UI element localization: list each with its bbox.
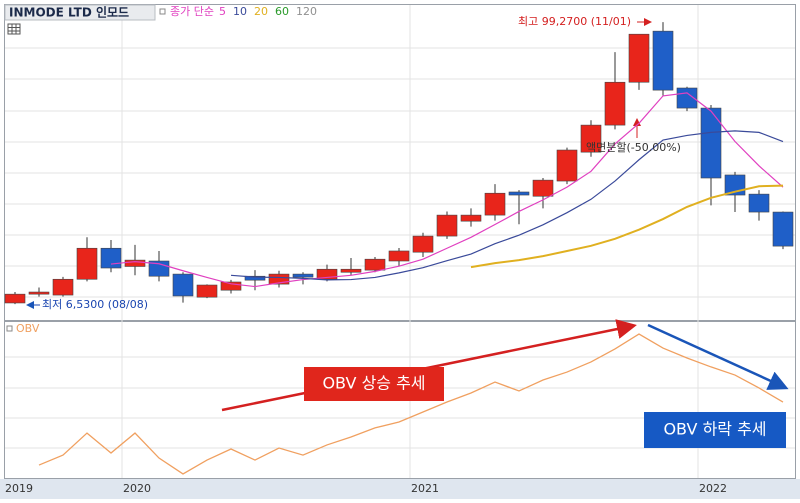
candle-body <box>772 211 794 247</box>
table-icon <box>7 23 21 35</box>
legend-label: 20 <box>254 5 268 18</box>
candle-body <box>244 275 266 281</box>
candle-body <box>364 258 386 271</box>
x-tick-label: 2022 <box>699 482 727 495</box>
down-trend-box <box>644 412 786 448</box>
candle-body <box>484 192 506 216</box>
title-box <box>4 4 156 21</box>
candle-body <box>172 273 194 297</box>
candle-body <box>604 81 626 126</box>
candle-body <box>76 247 98 280</box>
legend-label: 60 <box>275 5 289 18</box>
candle-body <box>28 291 50 295</box>
table-icon-grid <box>8 24 20 34</box>
x-tick-label: 2021 <box>411 482 439 495</box>
candle-body <box>220 281 242 291</box>
moving-average-line <box>230 130 784 281</box>
candle-body <box>4 293 26 304</box>
candle-body <box>340 268 362 273</box>
moving-average-line <box>470 184 784 269</box>
candle-body <box>196 284 218 298</box>
candle-body <box>292 273 314 278</box>
candle-body <box>124 259 146 267</box>
candle-body <box>460 214 482 222</box>
candle-body <box>268 273 290 285</box>
candle-body <box>52 278 74 296</box>
price-panel <box>4 4 796 321</box>
candle-body <box>316 268 338 280</box>
x-axis-strip <box>0 479 800 499</box>
down-trend-label: OBV 하락 추세 <box>663 420 766 439</box>
candle-body <box>100 247 122 269</box>
candle-body <box>532 179 554 197</box>
candle-body <box>556 149 578 182</box>
legend-label: 5 <box>219 5 226 18</box>
candle-body <box>388 250 410 262</box>
legend-icon <box>6 325 13 332</box>
obv-panel <box>4 321 796 479</box>
high-annotation: 최고 99,2700 (11/01) <box>518 15 631 28</box>
legend-icon <box>159 8 166 15</box>
split-annotation: 액면분할(-50.00%) <box>586 141 681 154</box>
x-tick-label: 2020 <box>123 482 151 495</box>
down-trend-arrow <box>647 323 789 390</box>
legend-label: 10 <box>233 5 247 18</box>
chart-title: INMODE LTD 인모드 <box>9 5 129 20</box>
legend-title: 종가 단순 <box>170 5 214 18</box>
low-annotation: 최저 6,5300 (08/08) <box>42 298 148 311</box>
up-trend-label: OBV 상승 추세 <box>322 374 425 393</box>
legend-label: 120 <box>296 5 317 18</box>
obv-line <box>38 333 784 475</box>
candle-body <box>748 193 770 213</box>
candle-body <box>700 107 722 179</box>
up-trend-box <box>304 367 444 401</box>
candle-body <box>580 124 602 153</box>
candle-body <box>508 191 530 196</box>
moving-average-line <box>110 92 784 288</box>
x-tick-label: 2019 <box>5 482 33 495</box>
candle-body <box>628 33 650 83</box>
legend-label: OBV <box>16 322 40 335</box>
candle-body <box>436 214 458 237</box>
candle-body <box>652 30 674 91</box>
candle-body <box>412 235 434 253</box>
